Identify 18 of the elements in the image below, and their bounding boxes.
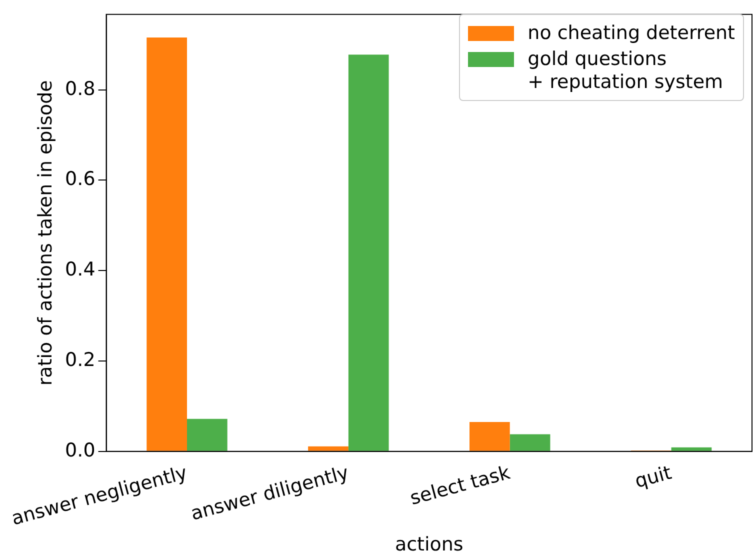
y-tick-label: 0.6 bbox=[65, 168, 96, 190]
y-tick-label: 0.8 bbox=[65, 78, 96, 100]
x-tick-label: select task bbox=[408, 462, 512, 510]
y-tick-label: 0.4 bbox=[65, 258, 96, 281]
legend-label: gold questions + reputation system bbox=[528, 48, 724, 94]
bar bbox=[348, 54, 389, 451]
y-axis-title: ratio of actions taken in episode bbox=[34, 80, 57, 386]
x-axis-title: actions bbox=[394, 534, 464, 556]
bar bbox=[510, 434, 550, 451]
bar bbox=[186, 418, 228, 451]
bar bbox=[671, 447, 712, 451]
legend-label: no cheating deterrent bbox=[528, 22, 735, 45]
y-tick-label: 0.2 bbox=[65, 348, 96, 371]
bar bbox=[470, 422, 510, 451]
bar bbox=[146, 37, 187, 451]
bar bbox=[308, 446, 348, 451]
y-tick-label: 0.0 bbox=[65, 439, 96, 462]
x-tick-label: quit bbox=[632, 462, 674, 493]
